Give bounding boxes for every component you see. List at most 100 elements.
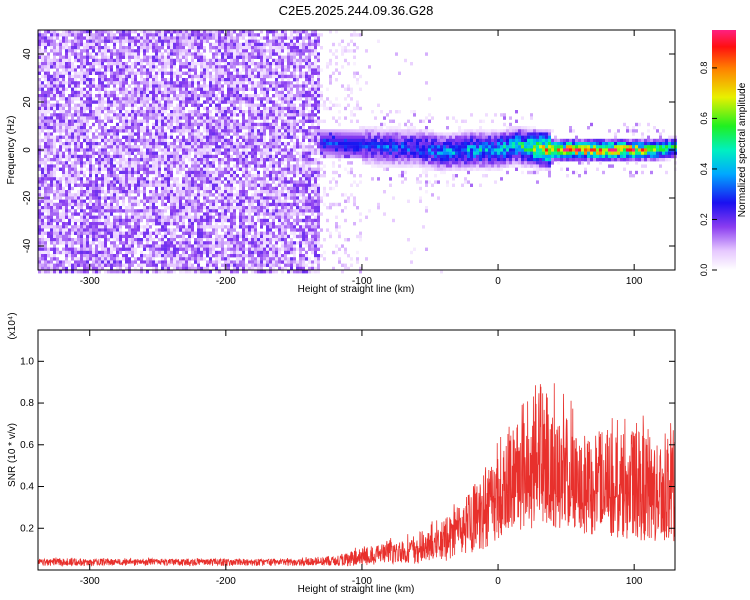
spectrogram-cell (158, 244, 161, 248)
spectrogram-cell (239, 55, 242, 59)
spectrogram-cell (185, 244, 188, 248)
spectrogram-cell (131, 62, 134, 66)
spectrogram-cell (146, 145, 149, 149)
spectrogram-cell (158, 68, 161, 72)
spectrogram-cell (137, 177, 140, 181)
spectrogram-cell (80, 161, 83, 165)
spectrogram-cell (56, 241, 59, 245)
spectrogram-cell (92, 215, 95, 219)
spectrogram-cell (152, 135, 155, 139)
spectrogram-cell (95, 135, 98, 139)
spectrogram-cell (200, 148, 203, 152)
spectrogram-cell (212, 132, 215, 136)
spectrogram-cell (176, 202, 179, 207)
spectrogram-cell (239, 241, 242, 245)
spectrogram-cell (110, 212, 113, 216)
spectrogram-cell (77, 250, 80, 255)
spectrogram-cell (239, 30, 242, 34)
spectrogram-cell (98, 161, 101, 165)
spectrogram-cell (95, 244, 98, 248)
spectrogram-cell (185, 183, 188, 187)
spectrogram-cell (173, 30, 176, 34)
spectrogram-cell (44, 196, 47, 200)
spectrogram-cell (86, 254, 89, 258)
spectrogram-cell (257, 129, 260, 133)
spectrogram-cell (152, 257, 155, 261)
spectrogram-cell (53, 145, 56, 149)
spectrogram-cell (47, 234, 50, 239)
spectrogram-cell (215, 106, 218, 111)
spectrogram-cell (83, 129, 86, 133)
spectrogram-cell (251, 180, 254, 184)
spectrogram-cell (131, 247, 134, 251)
spectrogram-cell (185, 55, 188, 59)
spectrogram-cell (137, 234, 140, 239)
spectrogram-cell (233, 97, 236, 101)
spectrogram-cell (107, 113, 110, 117)
spectrogram-cell (170, 170, 173, 175)
spectrogram-cell (197, 228, 200, 232)
spectrogram-cell (158, 97, 161, 101)
spectrogram-cell (44, 190, 47, 194)
spectrogram-cell (191, 158, 194, 162)
spectrogram-cell (71, 180, 74, 184)
spectrogram-cell (167, 145, 170, 149)
spectrogram-cell (263, 167, 266, 171)
spectrogram-cell (107, 110, 110, 114)
spectrogram-cell (224, 257, 227, 261)
spectrogram-cell (161, 110, 164, 114)
spectrogram-cell (38, 132, 41, 136)
spectrogram-cell (77, 30, 80, 34)
spectrogram-cell (221, 270, 224, 274)
spectrogram-cell (257, 218, 260, 223)
spectrogram-cell (197, 36, 200, 40)
spectrogram-cell (230, 33, 233, 37)
spectrogram-cell (200, 174, 203, 178)
spectrogram-cell (65, 222, 68, 226)
spectrogram-cell (86, 122, 89, 127)
spectrogram-cell (38, 33, 41, 37)
spectrogram-cell (77, 113, 80, 117)
spectrogram-cell (80, 158, 83, 162)
spectrogram-cell (182, 103, 185, 107)
spectrogram-cell (62, 142, 65, 146)
spectrogram-cell (176, 110, 179, 114)
spectrogram-cell (107, 167, 110, 171)
spectrogram-cell (143, 158, 146, 162)
spectrogram-cell (71, 263, 74, 267)
spectrogram-cell (188, 148, 191, 152)
spectrogram-cell (71, 116, 74, 120)
spectrogram-cell (143, 33, 146, 37)
spectrogram-cell (116, 222, 119, 226)
spectrogram-cell (206, 193, 209, 197)
spectrogram-cell (257, 174, 260, 178)
spectrogram-cell (122, 186, 125, 191)
spectrogram-cell (116, 167, 119, 171)
spectrogram-cell (233, 158, 236, 162)
spectrogram-cell (170, 174, 173, 178)
spectrogram-cell (176, 129, 179, 133)
spectrogram-cell (56, 215, 59, 219)
spectrogram-cell (194, 186, 197, 191)
spectrogram-cell (170, 151, 173, 155)
spectrogram-cell (197, 212, 200, 216)
spectrogram-cell (251, 49, 254, 53)
spectrogram-cell (251, 250, 254, 255)
spectrogram-cell (230, 55, 233, 59)
spectrogram-cell (212, 30, 215, 34)
spectrogram-cell (182, 247, 185, 251)
spectrogram-cell (224, 167, 227, 171)
spectrogram-cell (251, 257, 254, 261)
spectrogram-cell (110, 174, 113, 178)
spectrogram-cell (254, 135, 257, 139)
spectrogram-cell (47, 193, 50, 197)
spectrogram-cell (194, 250, 197, 255)
spectrogram-cell (50, 222, 53, 226)
spectrogram-cell (194, 106, 197, 111)
spectrogram-cell (128, 71, 131, 75)
spectrogram-cell (248, 228, 251, 232)
spectrogram-cell (86, 212, 89, 216)
spectrogram-cell (227, 263, 230, 267)
spectrogram-cell (191, 122, 194, 127)
spectrogram-cell (143, 129, 146, 133)
